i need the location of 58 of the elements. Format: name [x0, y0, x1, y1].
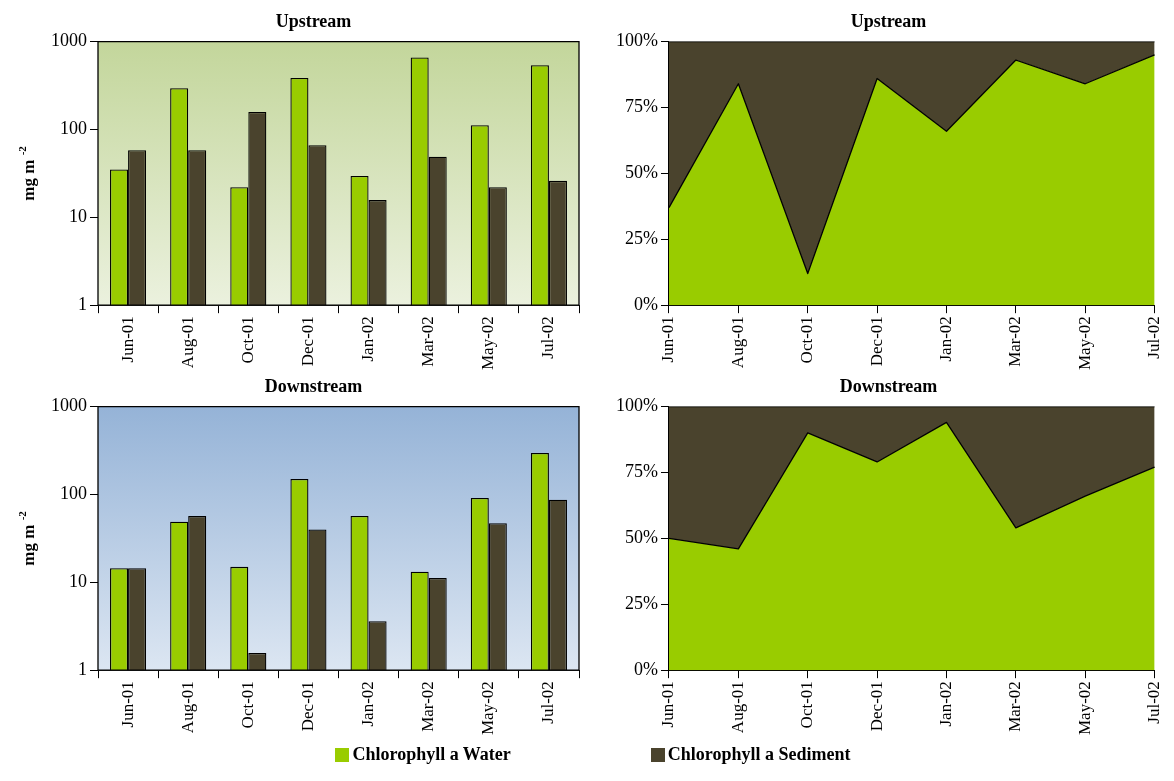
x-tick-label: Jan-02 — [358, 316, 378, 362]
y-tick-label: 75% — [624, 461, 658, 482]
x-tick-label: Mar-02 — [418, 681, 438, 732]
x-tick-label: Jan-02 — [358, 681, 378, 727]
y-tick-label: 1000 — [51, 395, 87, 416]
x-tick-label: Dec-01 — [866, 681, 886, 732]
x-tick-label: Oct-01 — [797, 316, 817, 364]
y-tick-label: 1000 — [51, 30, 87, 51]
x-tick-label: Mar-02 — [1005, 681, 1025, 732]
x-tick-label: Jun-01 — [658, 681, 678, 728]
y-axis-title: mg m -2 — [15, 145, 39, 201]
x-tick-label: Aug-01 — [177, 316, 197, 369]
legend-label: Chlorophyll a Sediment — [667, 744, 851, 765]
x-tick-label: May-02 — [1074, 316, 1094, 371]
y-tick-label: 50% — [624, 162, 658, 183]
y-tick-label: 50% — [624, 527, 658, 548]
x-tick-label: Mar-02 — [418, 316, 438, 367]
chart-title: Upstream — [275, 11, 352, 32]
chart-title: Downstream — [264, 376, 363, 397]
x-tick-label: Oct-01 — [237, 316, 257, 364]
x-tick-label: Jan-02 — [935, 316, 955, 362]
x-tick-label: Mar-02 — [1005, 316, 1025, 367]
y-tick-label: 10 — [69, 206, 87, 227]
x-tick-label: Jun-01 — [117, 681, 137, 728]
x-tick-label: Jul-02 — [1144, 681, 1164, 724]
y-tick-label: 0% — [633, 293, 658, 314]
y-tick-label: 25% — [624, 228, 658, 249]
y-tick-label: 100% — [615, 30, 658, 51]
x-tick-label: Jun-01 — [658, 316, 678, 363]
chart-title: Downstream — [839, 376, 938, 397]
y-tick-label: 1 — [78, 658, 87, 679]
chart-title: Upstream — [850, 11, 927, 32]
y-axis-title: mg m -2 — [15, 510, 39, 566]
y-tick-label: 75% — [624, 96, 658, 117]
x-tick-label: Jul-02 — [538, 316, 558, 359]
y-tick-label: 100 — [60, 483, 87, 504]
x-tick-label: Jul-02 — [538, 681, 558, 724]
x-tick-label: Aug-01 — [727, 316, 747, 369]
x-tick-label: May-02 — [1074, 681, 1094, 736]
y-tick-label: 1 — [78, 293, 87, 314]
x-tick-label: Jan-02 — [935, 681, 955, 727]
x-tick-label: Aug-01 — [727, 681, 747, 734]
x-tick-label: Dec-01 — [297, 316, 317, 367]
x-tick-label: Dec-01 — [866, 316, 886, 367]
x-tick-label: Aug-01 — [177, 681, 197, 734]
x-tick-label: Oct-01 — [797, 681, 817, 729]
y-tick-label: 0% — [633, 658, 658, 679]
y-tick-label: 100 — [60, 118, 87, 139]
y-tick-label: 25% — [624, 593, 658, 614]
x-tick-label: May-02 — [478, 681, 498, 736]
x-tick-label: Jun-01 — [117, 316, 137, 363]
y-tick-label: 100% — [615, 395, 658, 416]
y-tick-label: 10 — [69, 571, 87, 592]
legend-label: Chlorophyll a Water — [352, 744, 511, 765]
x-tick-label: Dec-01 — [297, 681, 317, 732]
x-tick-label: Oct-01 — [237, 681, 257, 729]
x-tick-label: Jul-02 — [1144, 316, 1164, 359]
x-tick-label: May-02 — [478, 316, 498, 371]
